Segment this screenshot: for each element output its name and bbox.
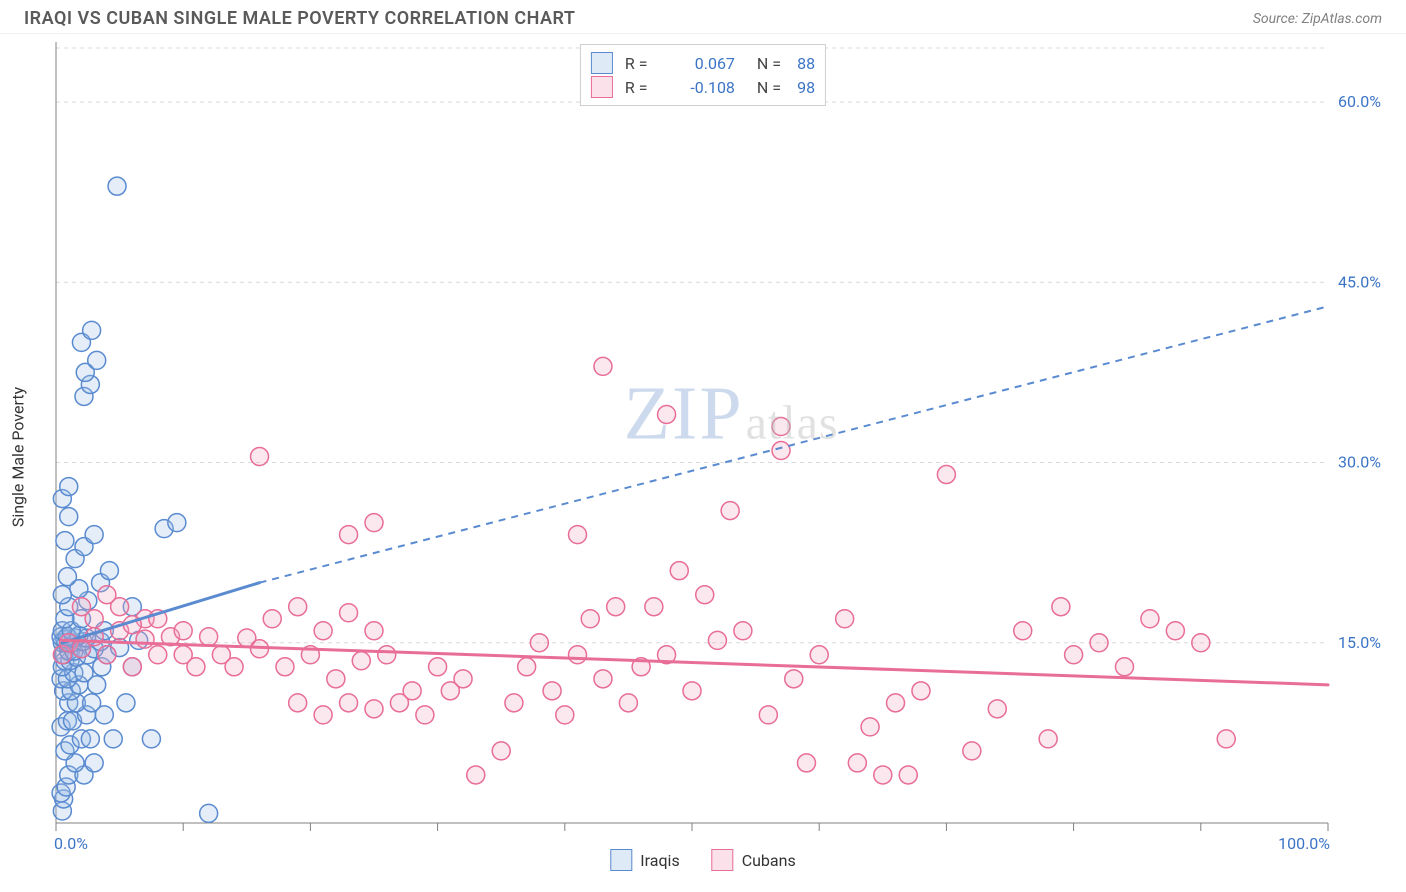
n-label: N = — [757, 78, 781, 97]
n-value-cubans: 98 — [797, 78, 815, 97]
n-label: N = — [757, 54, 781, 73]
svg-text:60.0%: 60.0% — [1338, 92, 1381, 111]
r-label: R = — [625, 54, 659, 73]
r-value-cubans: -0.108 — [671, 78, 735, 97]
r-value-iraqis: 0.067 — [671, 54, 735, 73]
chart-area: Single Male Poverty 15.0% 30.0% 45.0% 60.0%… — [0, 34, 1406, 879]
legend-item-cubans: Cubans — [712, 849, 796, 871]
svg-text:15.0%: 15.0% — [1338, 633, 1381, 652]
chart-header: IRAQI VS CUBAN SINGLE MALE POVERTY CORRE… — [0, 0, 1406, 34]
legend-item-iraqis: Iraqis — [610, 849, 679, 871]
chart-title: IRAQI VS CUBAN SINGLE MALE POVERTY CORRE… — [24, 8, 575, 29]
svg-text:45.0%: 45.0% — [1338, 272, 1381, 291]
y-axis-label: Single Male Poverty — [9, 386, 28, 526]
legend-label-cubans: Cubans — [742, 851, 796, 870]
legend-swatch-cubans — [712, 849, 734, 871]
legend-row-iraqis: R = 0.067 N = 88 — [591, 51, 815, 75]
chart-source: Source: ZipAtlas.com — [1253, 11, 1382, 27]
svg-text:0.0%: 0.0% — [54, 834, 88, 853]
legend-row-cubans: R = -0.108 N = 98 — [591, 75, 815, 99]
correlation-legend: R = 0.067 N = 88 R = -0.108 N = 98 — [580, 44, 826, 106]
legend-label-iraqis: Iraqis — [640, 851, 679, 870]
r-label: R = — [625, 78, 659, 97]
series-legend: Iraqis Cubans — [610, 849, 795, 871]
svg-text:100.0%: 100.0% — [1278, 834, 1330, 853]
legend-swatch-cubans — [591, 76, 613, 98]
scatter-plot-svg: 15.0% 30.0% 45.0% 60.0% 0.0% 100.0% — [0, 34, 1406, 879]
svg-text:30.0%: 30.0% — [1338, 453, 1381, 472]
legend-swatch-iraqis — [610, 849, 632, 871]
chart-page: IRAQI VS CUBAN SINGLE MALE POVERTY CORRE… — [0, 0, 1406, 892]
n-value-iraqis: 88 — [797, 54, 815, 73]
legend-swatch-iraqis — [591, 52, 613, 74]
